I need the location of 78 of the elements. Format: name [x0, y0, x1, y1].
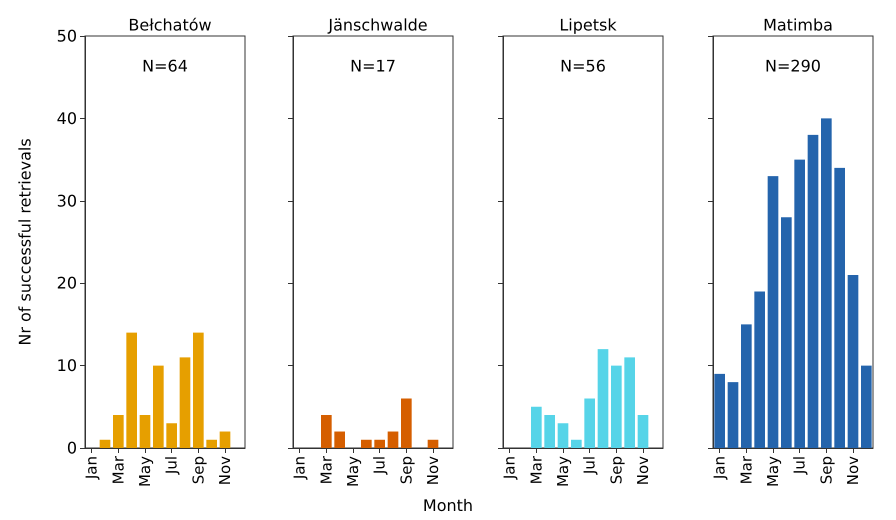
x-tick-label: Mar [527, 455, 546, 484]
x-tick-label: Sep [607, 456, 626, 484]
chart-title: Jänschwalde [327, 16, 428, 34]
x-tick-label: Nov [844, 456, 862, 486]
bar [388, 432, 398, 448]
bar [808, 134, 818, 448]
x-tick-label: Jan [500, 456, 519, 480]
bar [361, 440, 372, 448]
x-tick-label: May [136, 456, 154, 488]
bar [848, 274, 858, 448]
y-tick-label: 50 [56, 26, 77, 46]
bar [638, 415, 648, 448]
bar [206, 440, 217, 448]
chart-title: Lipetsk [559, 16, 618, 34]
x-tick-label: Jul [580, 456, 599, 476]
x-tick-label: May [764, 456, 782, 488]
bar [754, 291, 765, 448]
x-tick-label: Sep [817, 456, 836, 484]
x-tick-label: Mar [109, 455, 128, 484]
x-tick-label: Mar [737, 455, 756, 484]
bar [611, 366, 622, 448]
bar [728, 382, 738, 448]
bar [598, 349, 608, 448]
bar [193, 332, 204, 448]
bar [584, 398, 595, 448]
x-tick-label: Jul [370, 456, 389, 476]
x-tick-label: Nov [424, 456, 442, 486]
y-tick-label: 30 [56, 191, 77, 210]
bar [180, 357, 190, 448]
bar [401, 398, 412, 448]
x-tick-label: Jul [162, 456, 181, 476]
annotation: N=290 [765, 56, 821, 76]
y-axis-title: Nr of successful retrievals [16, 138, 34, 346]
y-tick-label: 10 [56, 356, 77, 376]
x-tick-label: Sep [397, 456, 416, 484]
bar [821, 118, 832, 448]
x-tick-label: May [554, 456, 572, 488]
x-tick-label: Jan [290, 456, 309, 480]
bar [100, 440, 110, 448]
bar [558, 423, 568, 448]
x-tick-label: Sep [189, 456, 208, 484]
bar [861, 366, 872, 448]
bar [334, 432, 345, 448]
y-tick-label: 40 [56, 108, 77, 128]
x-tick-label: Jul [790, 456, 809, 476]
bar [220, 432, 230, 448]
bar [714, 374, 725, 448]
bar [321, 415, 332, 448]
x-tick-label: Nov [216, 456, 234, 486]
bar [741, 324, 752, 448]
y-tick-label: 20 [56, 274, 77, 293]
annotation: N=64 [142, 56, 188, 76]
x-tick-label: Jan [710, 456, 729, 480]
bar [140, 415, 150, 448]
x-tick-label: May [344, 456, 362, 488]
chart-title: Matimba [763, 16, 833, 34]
bar [781, 217, 792, 448]
x-axis-title: Month [422, 496, 474, 515]
annotation: N=17 [350, 56, 396, 76]
x-tick-label: Mar [317, 455, 336, 484]
bar [428, 440, 438, 448]
chart-title: Bełchatów [128, 16, 212, 34]
bar [794, 160, 805, 448]
bar [531, 406, 542, 448]
bar [571, 440, 582, 448]
bar [544, 415, 555, 448]
bar [374, 440, 385, 448]
bar [166, 423, 177, 448]
x-tick-label: Nov [634, 456, 652, 486]
annotation: N=56 [560, 56, 606, 76]
bar [153, 366, 164, 448]
bar [834, 168, 845, 448]
bar [624, 357, 635, 448]
bar [768, 176, 778, 448]
bar [113, 415, 124, 448]
y-tick-label: 0 [66, 438, 77, 458]
bar [126, 332, 137, 448]
x-tick-label: Jan [82, 456, 101, 480]
